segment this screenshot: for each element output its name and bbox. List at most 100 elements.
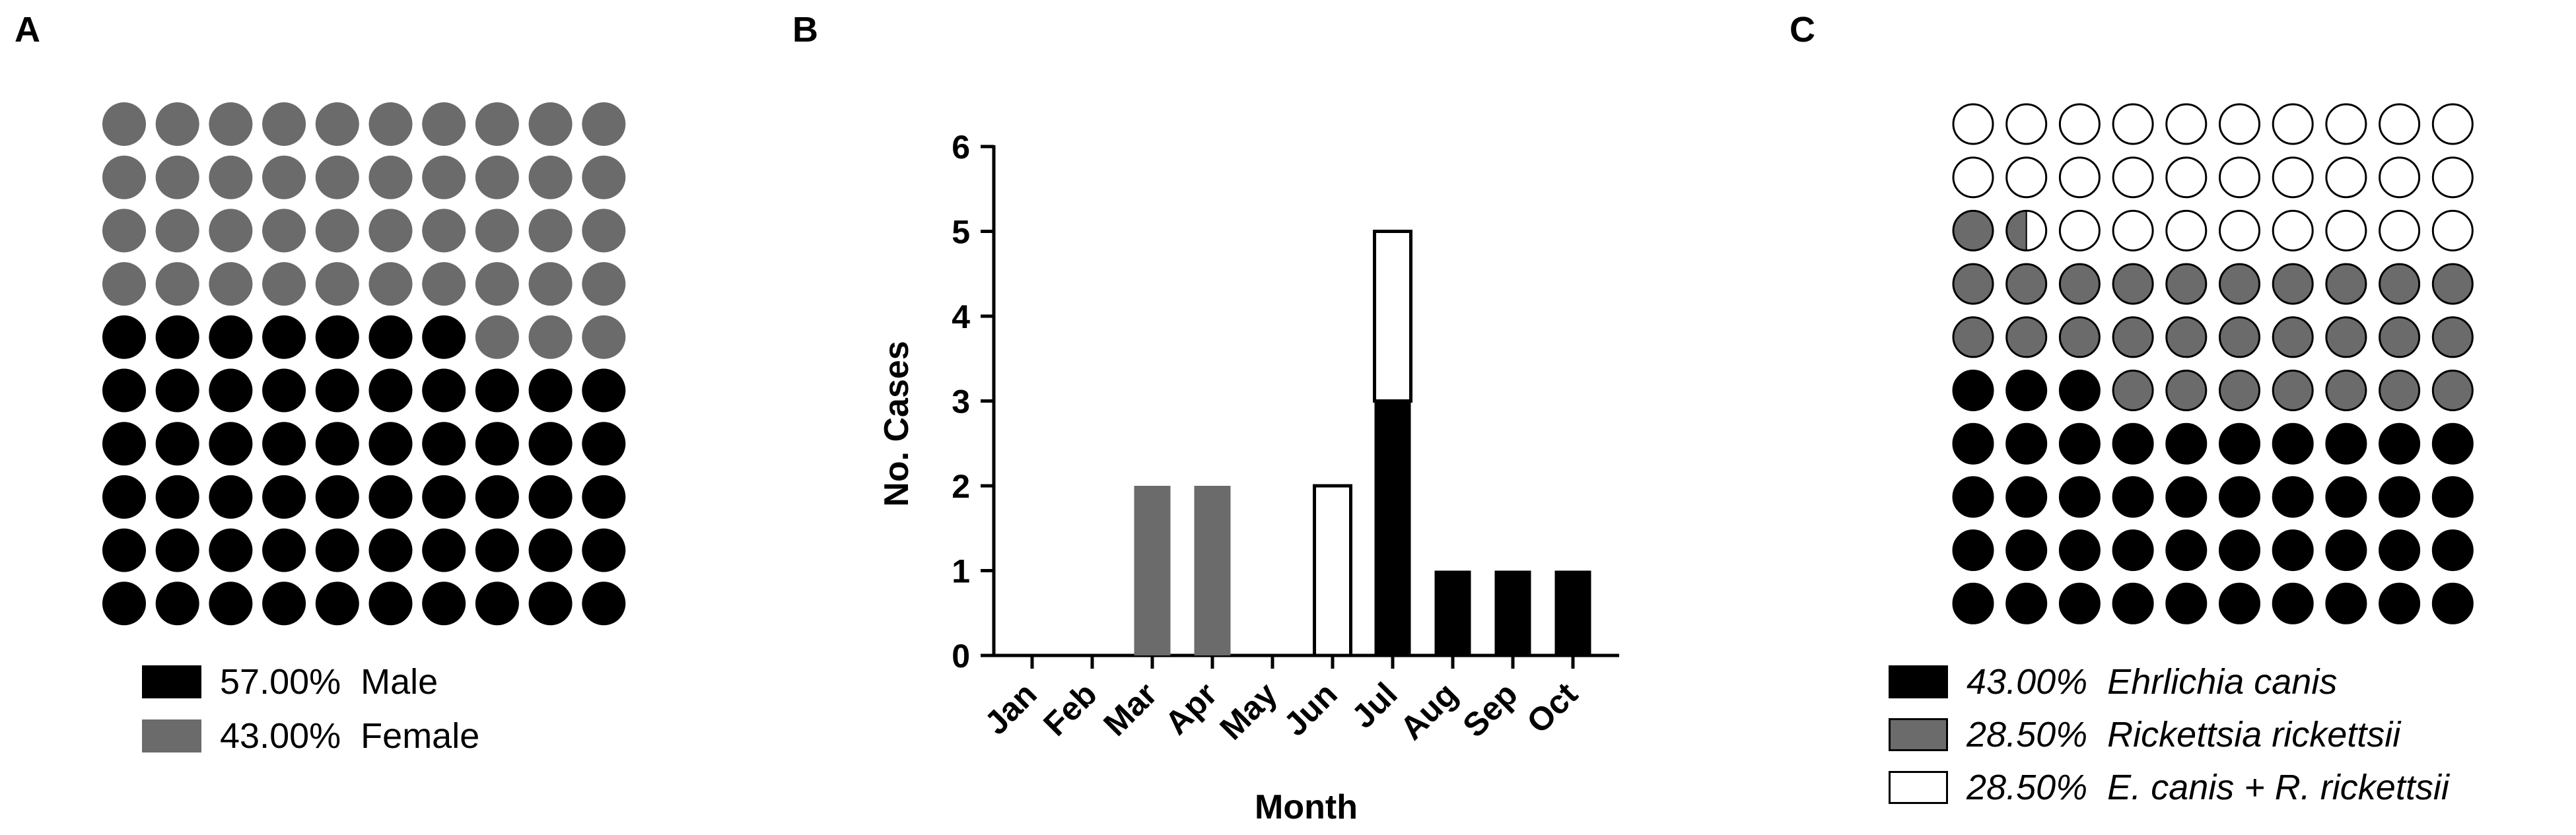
waffle-cell [1952,529,1994,572]
waffle-cell [368,582,413,626]
waffle-cell [528,102,573,146]
waffle-cell [2112,529,2154,572]
waffle-cell [2219,103,2260,145]
waffle-cell [2272,263,2314,305]
bar-segment [1554,570,1591,655]
waffle-cell [2112,422,2154,465]
waffle-cell [2379,263,2421,305]
waffle-cell [2165,156,2208,199]
waffle-cell [2005,156,2048,199]
x-tick-label: Oct [1519,675,1585,741]
waffle-cell [155,102,199,146]
waffle-cell [2005,103,2048,145]
waffle-cell [2005,476,2048,518]
waffle-cell [528,582,573,626]
waffle-cell [2219,263,2260,305]
waffle-cell [2379,156,2421,199]
waffle-cell [1952,103,1994,145]
waffle-cell [1952,370,1994,411]
waffle-cell [102,422,146,466]
legend-percent-coinfection: 28.50% [1967,768,2088,807]
legend-percent-ehrlichia: 43.00% [1967,662,2088,702]
x-tick-label: Sep [1455,675,1524,744]
waffle-cell [2058,316,2101,358]
waffle-cell [2165,529,2208,572]
waffle-cell [528,422,573,466]
bar-chart-cases-by-month: No. Cases Month 0123456JanFebMarAprMayJu… [878,129,1619,826]
waffle-cell [315,102,359,146]
waffle-cell [2219,209,2260,251]
waffle-cell [2165,370,2208,411]
waffle-cell [262,262,306,306]
waffle-cell [2005,370,2048,411]
panel-label-c: C [1790,10,1815,50]
bar-segment [1134,486,1171,655]
panel-label-a: A [15,10,40,50]
waffle-cell [315,475,359,519]
waffle-cell [422,102,466,146]
waffle-cell [1952,263,1994,305]
waffle-cell [528,528,573,572]
waffle-cell [2219,529,2260,572]
legend-label-coinfection: E. canis + R. rickettsii [2107,768,2449,807]
waffle-cell [422,155,466,199]
waffle-cell [2165,316,2208,358]
waffle-cell [2325,103,2367,145]
waffle-cell [2431,103,2474,145]
waffle-cell [2325,156,2367,199]
waffle-cell [422,475,466,519]
waffle-cell [209,475,253,519]
waffle-cell [2272,103,2314,145]
x-axis-label: Month [1255,788,1358,826]
waffle-cell [209,209,253,253]
waffle-cell [209,368,253,413]
y-tick-label: 5 [952,214,970,251]
waffle-cell [315,582,359,626]
waffle-cell [368,262,413,306]
waffle-cell [155,475,199,519]
waffle-cell [2058,103,2101,145]
waffle-cell [2325,209,2367,251]
waffle-cell [528,475,573,519]
waffle-cell [422,262,466,306]
waffle-cell [2219,422,2260,465]
waffle-cell [315,422,359,466]
waffle-cell [262,102,306,146]
waffle-cell [368,102,413,146]
waffle-cell [155,209,199,253]
waffle-cell [582,528,626,572]
waffle-cell [422,528,466,572]
waffle-cell [262,475,306,519]
waffle-cell [2112,476,2154,518]
waffle-cell [2325,316,2367,358]
waffle-cell [2431,529,2474,572]
waffle-cell [2379,209,2421,251]
waffle-cell [209,422,253,466]
waffle-cell [2272,582,2314,624]
waffle-cell [368,315,413,359]
waffle-cell [475,422,519,466]
waffle-cell [2112,316,2154,358]
waffle-cell [475,209,519,253]
waffle-cell [475,582,519,626]
waffle-cell [475,475,519,519]
waffle-cell [262,315,306,359]
waffle-cell [422,422,466,466]
waffle-cell [155,315,199,359]
waffle-cell [582,102,626,146]
waffle-cell [1952,422,1994,465]
waffle-cell [2219,476,2260,518]
waffle-cell [155,528,199,572]
waffle-cell [422,209,466,253]
waffle-cell [262,368,306,413]
waffle-cell [2005,316,2048,358]
y-tick-label: 2 [952,468,970,505]
legend-swatch-female [142,719,201,752]
waffle-cell [528,262,573,306]
x-tick-label: Jul [1344,675,1405,735]
waffle-cell [155,582,199,626]
waffle-cell [2058,422,2101,465]
waffle-cell [2431,263,2474,305]
waffle-cell [2431,370,2474,411]
waffle-cell [2058,582,2101,624]
